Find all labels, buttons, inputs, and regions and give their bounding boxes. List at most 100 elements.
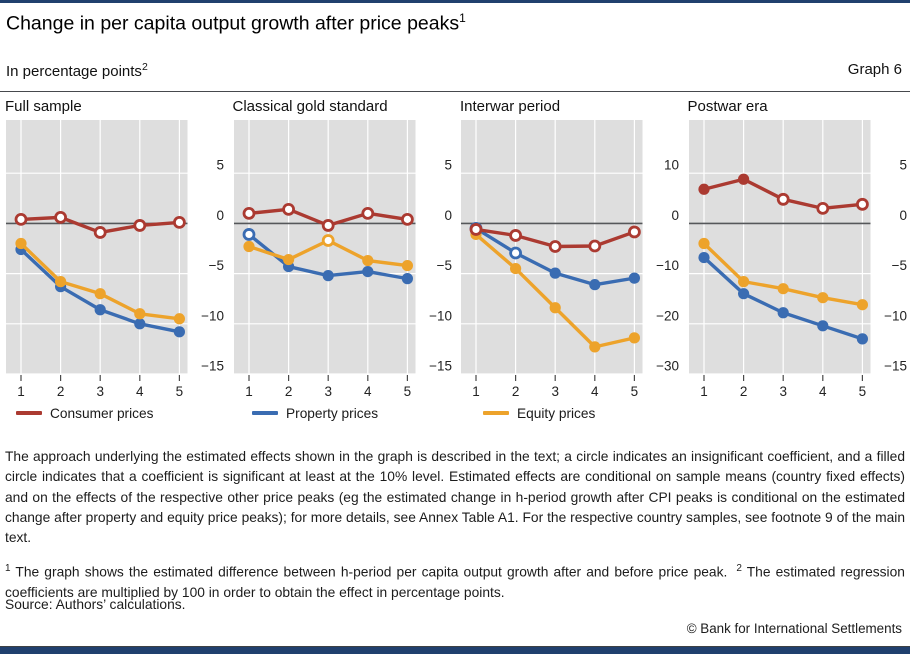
data-point-insignificant — [469, 223, 483, 236]
data-point-significant — [589, 279, 601, 291]
x-tick-label: 5 — [403, 384, 411, 399]
plot-background — [688, 120, 870, 374]
subtitle-text: In percentage points — [6, 63, 142, 80]
data-point-significant — [361, 254, 373, 267]
data-point-significant — [549, 302, 561, 314]
x-tick-label: 5 — [858, 384, 866, 399]
y-tick-label: 0 — [216, 208, 224, 223]
data-point-significant — [55, 276, 67, 288]
data-point-insignificant — [93, 226, 107, 239]
page-title: Change in per capita output growth after… — [6, 11, 466, 36]
data-point-insignificant — [588, 239, 602, 253]
data-point-significant — [549, 267, 561, 279]
data-point-insignificant — [242, 228, 255, 241]
panel-title: Full sample — [5, 98, 82, 115]
x-tick-label: 2 — [739, 384, 747, 399]
bottom-accent-bar — [0, 647, 910, 654]
plot-background — [6, 120, 188, 374]
footnotes-text: 1 The graph shows the estimated differen… — [5, 558, 905, 604]
data-point-insignificant — [509, 246, 522, 260]
x-tick-label: 1 — [472, 384, 480, 399]
y-tick-label: −30 — [656, 359, 679, 374]
data-point-significant — [15, 237, 27, 250]
footnote-marker-1: 1 — [5, 562, 11, 574]
data-point-significant — [697, 183, 710, 195]
data-point-significant — [856, 333, 868, 345]
x-tick-label: 3 — [779, 384, 787, 399]
data-point-insignificant — [360, 206, 374, 220]
data-point-significant — [737, 173, 749, 185]
y-tick-label: −10 — [884, 308, 907, 323]
subtitle-footnote-marker: 2 — [141, 61, 148, 73]
y-tick-label: −15 — [201, 359, 224, 374]
data-point-significant — [134, 308, 146, 320]
data-point-insignificant — [776, 192, 790, 206]
panels-row: Full sample 1 2 3 4 5 5 0 −5 −10 −15 Classical go… — [1, 97, 910, 400]
data-point-significant — [134, 318, 146, 330]
legend-label: Consumer prices — [50, 405, 154, 421]
data-point-significant — [322, 270, 334, 282]
y-tick-label: 0 — [671, 208, 679, 223]
data-point-significant — [510, 262, 522, 275]
title-footnote-marker: 1 — [459, 11, 466, 25]
consumer-prices-swatch — [16, 411, 42, 415]
data-point-significant — [173, 313, 185, 325]
x-tick-label: 1 — [17, 384, 25, 399]
legend-label: Property prices — [286, 405, 379, 421]
x-tick-label: 3 — [551, 384, 559, 399]
panel-full-sample: Full sample 1 2 3 4 5 5 0 −5 −10 −15 — [1, 97, 229, 400]
full-sample-chart: 1 2 3 4 5 5 0 −5 −10 −15 — [6, 120, 224, 399]
x-tick-label: 1 — [700, 384, 708, 399]
y-tick-label: −15 — [429, 359, 452, 374]
classical-gold-standard-chart: 1 2 3 4 5 5 0 −5 −10 −15 — [233, 120, 452, 399]
notes-text: The approach underlying the estimated ef… — [5, 448, 905, 546]
data-point-significant — [856, 299, 868, 311]
y-tick-label: −10 — [429, 308, 452, 323]
x-tick-label: 3 — [96, 384, 104, 399]
y-tick-label: −5 — [891, 258, 906, 273]
y-tick-label: 5 — [444, 158, 452, 173]
legend: Consumer prices Property prices Equity p… — [0, 403, 910, 423]
data-point-significant — [697, 251, 710, 264]
legend-item-property-prices: Property prices — [252, 403, 378, 423]
x-tick-label: 4 — [136, 384, 144, 399]
data-point-significant — [401, 273, 413, 285]
y-tick-label: −10 — [201, 308, 224, 323]
data-point-insignificant — [281, 202, 295, 216]
equity-prices-swatch — [483, 411, 509, 415]
page-title-text: Change in per capita output growth after… — [6, 12, 460, 35]
data-point-significant — [737, 276, 749, 288]
graph-number-label: Graph 6 — [847, 61, 902, 78]
data-point-significant — [401, 259, 413, 272]
data-point-insignificant — [172, 216, 186, 229]
x-tick-label: 3 — [324, 384, 332, 399]
data-point-significant — [816, 292, 828, 304]
footnote-marker-2: 2 — [736, 562, 742, 574]
subtitle: In percentage points2 — [6, 61, 148, 80]
postwar-era-chart: 1 2 3 4 5 5 0 −5 −10 −15 — [688, 120, 907, 399]
data-point-insignificant — [627, 225, 641, 239]
data-point-insignificant — [321, 219, 335, 232]
x-tick-label: 5 — [631, 384, 639, 399]
y-tick-label: −5 — [436, 258, 451, 273]
panel-title: Interwar period — [460, 98, 561, 115]
data-point-insignificant — [548, 240, 562, 253]
data-point-significant — [628, 332, 640, 344]
interwar-period-chart: 1 2 3 4 5 10 0 −10 −20 −30 — [461, 120, 679, 399]
header-rule — [0, 91, 910, 92]
copyright-text: © Bank for International Settlements — [686, 621, 902, 636]
y-tick-label: −10 — [656, 258, 679, 273]
panel-title: Postwar era — [687, 98, 768, 115]
footer-rule — [0, 646, 910, 647]
top-accent-bar — [0, 0, 910, 3]
data-point-significant — [737, 288, 749, 300]
data-point-insignificant — [14, 212, 28, 226]
data-point-insignificant — [54, 210, 67, 224]
data-point-insignificant — [133, 219, 147, 232]
data-point-insignificant — [400, 212, 414, 226]
x-tick-label: 5 — [176, 384, 184, 399]
legend-item-consumer-prices: Consumer prices — [16, 403, 153, 423]
x-tick-label: 4 — [591, 384, 599, 399]
data-point-significant — [697, 237, 710, 250]
y-tick-label: −5 — [209, 258, 224, 273]
